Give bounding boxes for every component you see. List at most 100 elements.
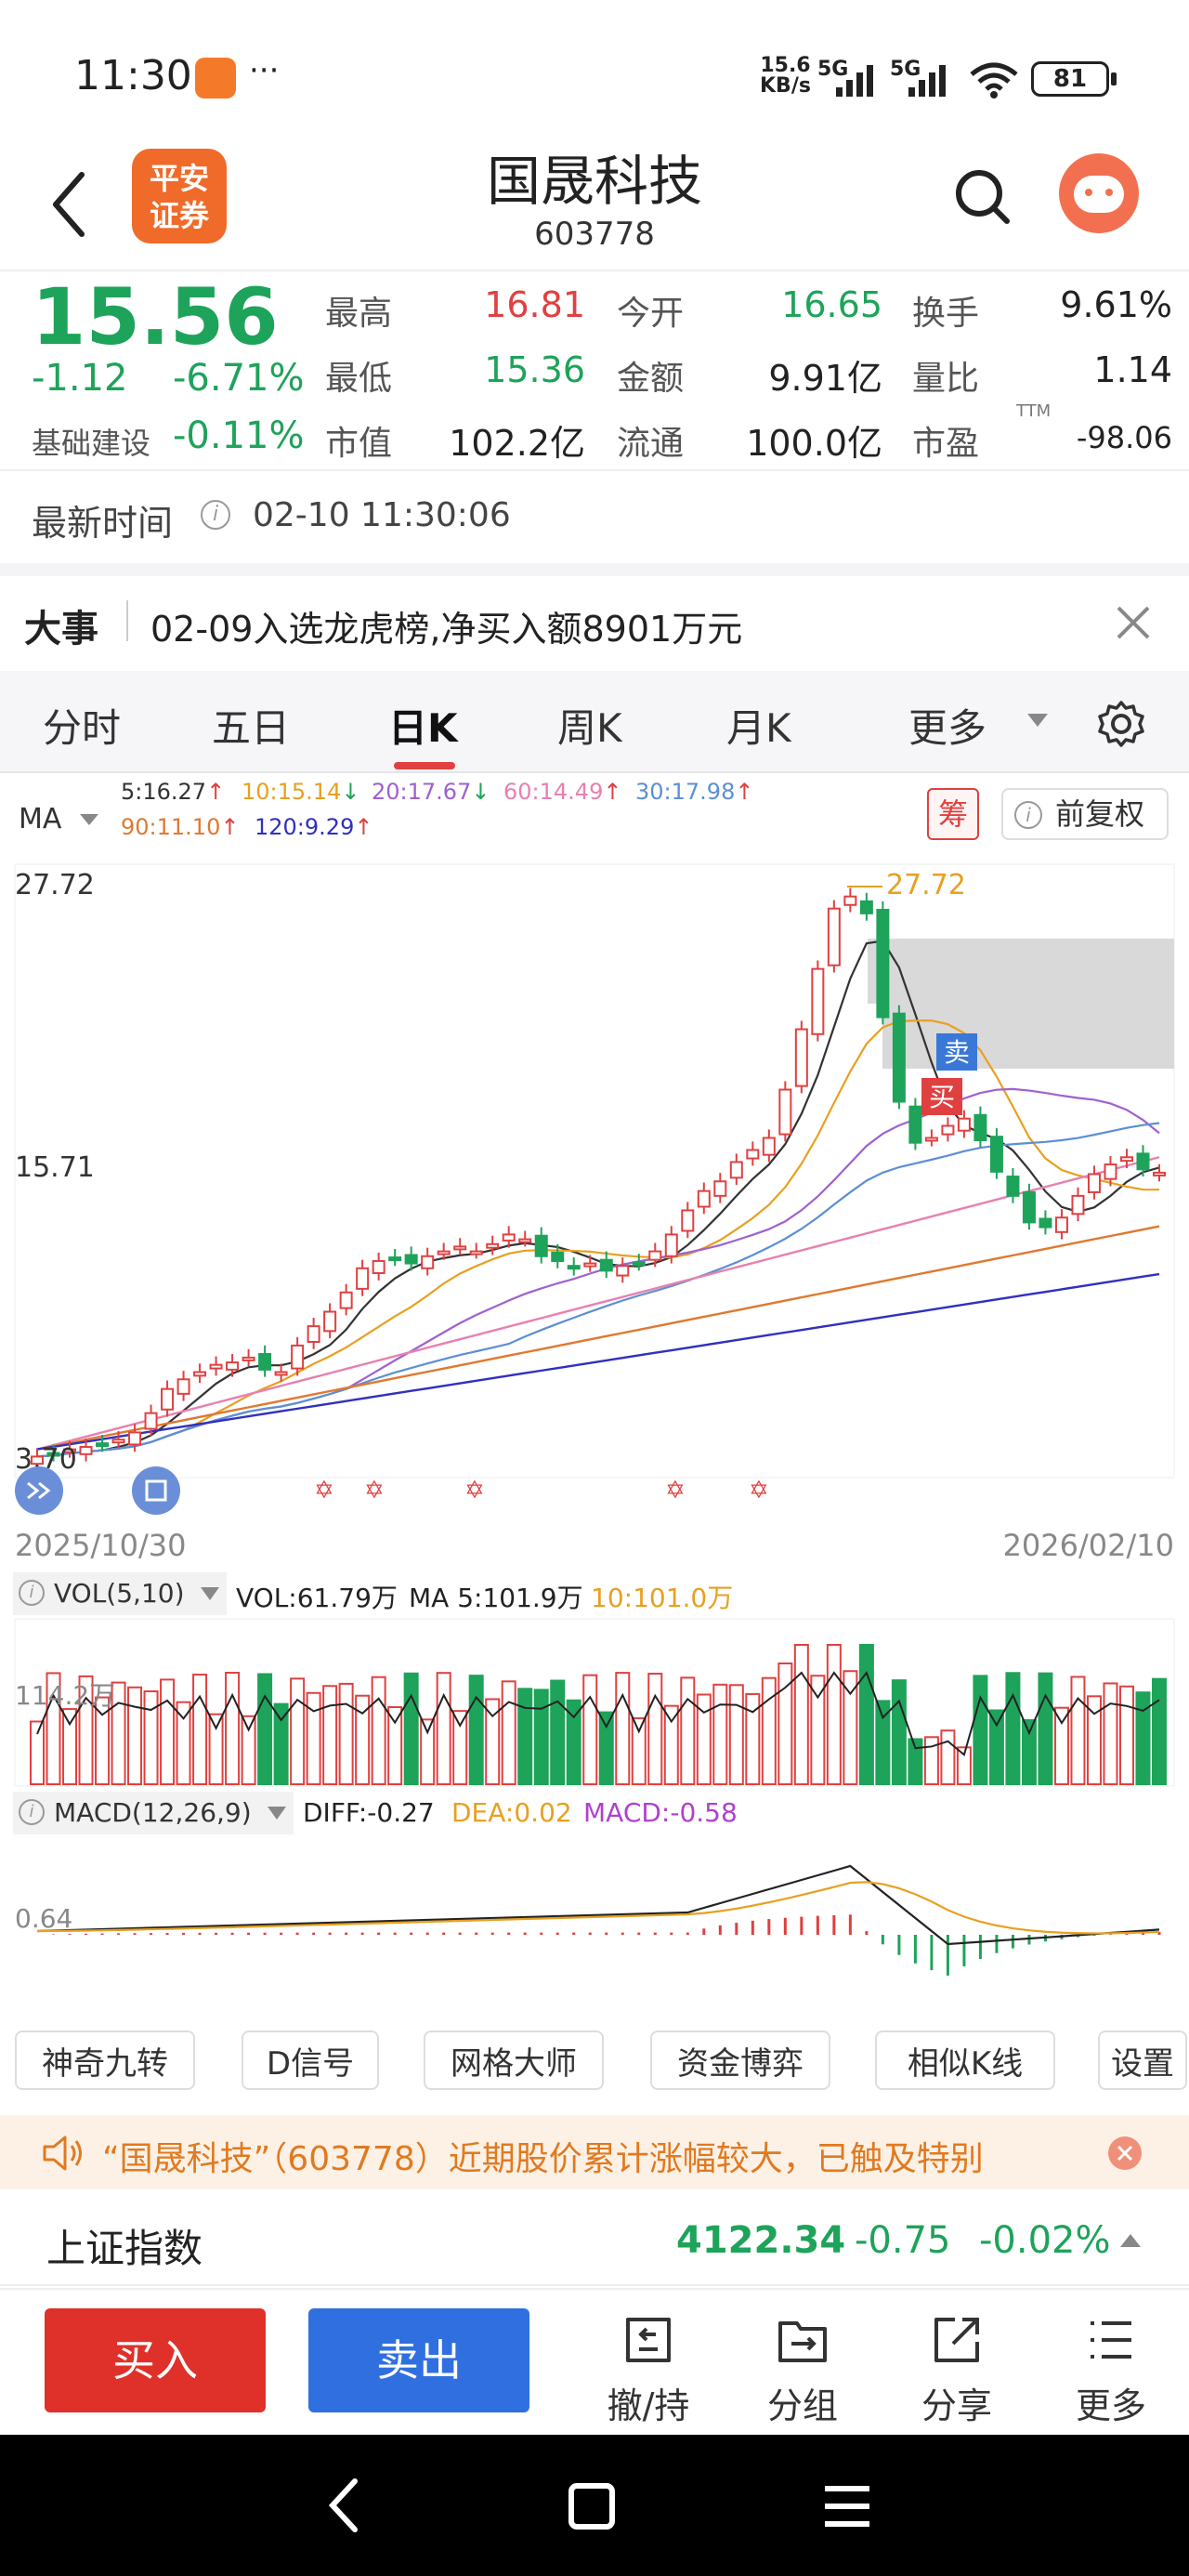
risk-alert-text: “国晟科技”（603778）近期股价累计涨幅较大，已触及特别 — [102, 2140, 984, 2178]
sell-marker-bg — [936, 1033, 977, 1071]
stock-code: 603778 — [534, 216, 655, 253]
tab-five-day[interactable]: 五日 — [212, 705, 291, 751]
close-icon[interactable] — [1107, 2136, 1143, 2171]
candle-body — [469, 1250, 483, 1255]
status-bar: 11:30 ··· 15.6 KB/s 5G 5G 81 — [0, 0, 1189, 149]
share-icon — [934, 2318, 979, 2362]
ma-dropdown-icon[interactable] — [78, 812, 100, 827]
tab-more[interactable]: 更多 — [908, 705, 987, 751]
candle-body — [892, 1012, 906, 1103]
update-time-value: 02-10 11:30:06 — [253, 496, 511, 534]
candle-body — [63, 1448, 77, 1453]
chevron-up-icon[interactable] — [1118, 2230, 1143, 2249]
candle-body — [437, 1250, 451, 1255]
price-axis-max: 27.72 — [15, 869, 95, 901]
macd-chart[interactable]: 0.64 — [0, 1834, 1189, 2020]
candle-body — [421, 1255, 435, 1269]
risk-alert-banner[interactable]: “国晟科技”（603778）近期股价累计涨幅较大，已触及特别 — [0, 2115, 1189, 2189]
volume-bar — [777, 1663, 793, 1785]
price-axis-mid: 15.71 — [15, 1151, 95, 1184]
signal-icon-2 — [908, 65, 946, 97]
volume-bar — [891, 1679, 907, 1785]
ma30-line — [36, 1122, 1160, 1458]
signal-label-1: 5G — [817, 58, 849, 81]
nav-recents-icon[interactable] — [821, 2483, 873, 2530]
sell-button[interactable]: 卖出 — [308, 2308, 529, 2412]
chevron-down-icon — [1027, 714, 1048, 727]
resistance-zone — [882, 1004, 1174, 1069]
index-ticker[interactable]: 上证指数 4122.34 -0.75 -0.02% — [0, 2189, 1189, 2286]
tool-fund-game[interactable]: 资金博弈 — [650, 2031, 830, 2090]
volume-indicator-selector[interactable]: i VOL(5,10) — [13, 1572, 227, 1615]
sector-name[interactable]: 基础建设 — [32, 426, 151, 461]
chip-distribution-button[interactable]: 筹 — [927, 788, 979, 840]
macd-indicator-selector[interactable]: i MACD(12,26,9) — [13, 1792, 294, 1834]
stock-name: 国晟科技 — [486, 150, 702, 213]
volume-bar — [338, 1682, 354, 1785]
candle-body — [1153, 1171, 1166, 1176]
candle-body — [46, 1452, 60, 1457]
settings-gear-icon[interactable] — [1096, 699, 1146, 749]
battery-tip — [1111, 72, 1117, 85]
tab-intraday[interactable]: 分时 — [43, 705, 122, 751]
candle-body — [518, 1238, 532, 1243]
volume-bar — [631, 1716, 647, 1785]
cancel-hold-button[interactable]: 撤/持 — [593, 2312, 704, 2428]
candle-body — [599, 1258, 613, 1272]
volume-bar — [1053, 1706, 1069, 1785]
candle-body — [144, 1412, 158, 1430]
vol-ratio-label: 量比 — [912, 360, 980, 398]
float-value: 100.0亿 — [746, 423, 882, 464]
tool-similar-k[interactable]: 相似K线 — [875, 2031, 1055, 2090]
tool-settings[interactable]: 设置 — [1098, 2031, 1187, 2090]
ma-selector[interactable]: MA — [19, 803, 62, 835]
sector-change: -0.11% — [173, 414, 305, 457]
volume-bar — [1005, 1672, 1021, 1786]
period-tabs: 分时 五日 日K 周K 月K 更多 — [0, 671, 1189, 773]
tool-magic-nine[interactable]: 神奇九转 — [15, 2031, 195, 2090]
share-button[interactable]: 分享 — [901, 2312, 1013, 2428]
volume-bar — [550, 1679, 566, 1785]
volume-value: VOL:61.79万 — [236, 1583, 398, 1613]
candle-body — [1054, 1216, 1068, 1233]
close-icon[interactable] — [1115, 604, 1152, 641]
tab-monthly-k[interactable]: 月K — [726, 705, 791, 751]
assistant-avatar[interactable] — [1059, 153, 1139, 233]
news-tag: 大事 — [24, 608, 98, 651]
open-value: 16.65 — [781, 284, 882, 325]
tab-weekly-k[interactable]: 周K — [557, 705, 622, 751]
tool-d-signal[interactable]: D信号 — [242, 2031, 379, 2090]
volume-bar — [192, 1674, 208, 1785]
volume-chart[interactable]: 114.2万 — [0, 1617, 1189, 1788]
candle-body — [551, 1251, 565, 1262]
candle-body — [729, 1161, 743, 1179]
resistance-zone — [868, 939, 1174, 1004]
tab-daily-k[interactable]: 日K — [388, 705, 458, 751]
adjust-mode-button[interactable]: i 前复权 — [1001, 788, 1169, 840]
clock: 11:30 — [74, 52, 192, 99]
index-change: -0.75 — [855, 2219, 951, 2262]
nav-home-icon[interactable] — [567, 2481, 617, 2531]
candle-body — [307, 1325, 320, 1344]
news-banner[interactable]: 大事 02-09入选龙虎榜,净买入额8901万元 — [0, 576, 1189, 665]
more-button[interactable]: 更多 — [1055, 2312, 1167, 2428]
event-star-icon: ✡ — [749, 1477, 769, 1505]
volume-bar — [761, 1676, 777, 1785]
tool-grid-master[interactable]: 网格大师 — [424, 2031, 604, 2090]
buy-marker-bg — [921, 1078, 962, 1115]
event-star-icon: ✡ — [464, 1477, 485, 1505]
back-icon[interactable] — [46, 167, 93, 242]
volume-bar — [680, 1676, 696, 1785]
buy-button[interactable]: 买入 — [45, 2308, 266, 2412]
volume-bar — [452, 1710, 468, 1785]
nav-back-icon[interactable] — [321, 2476, 368, 2535]
signal-icon — [836, 65, 873, 97]
search-icon[interactable] — [951, 165, 1016, 230]
group-label: 分组 — [766, 2385, 838, 2426]
group-button[interactable]: 分组 — [747, 2312, 858, 2428]
ma120-line — [36, 1272, 1160, 1451]
macd-indicator-label: MACD(12,26,9) — [54, 1797, 252, 1828]
volume-bar — [973, 1675, 988, 1785]
info-icon[interactable]: i — [201, 500, 230, 530]
